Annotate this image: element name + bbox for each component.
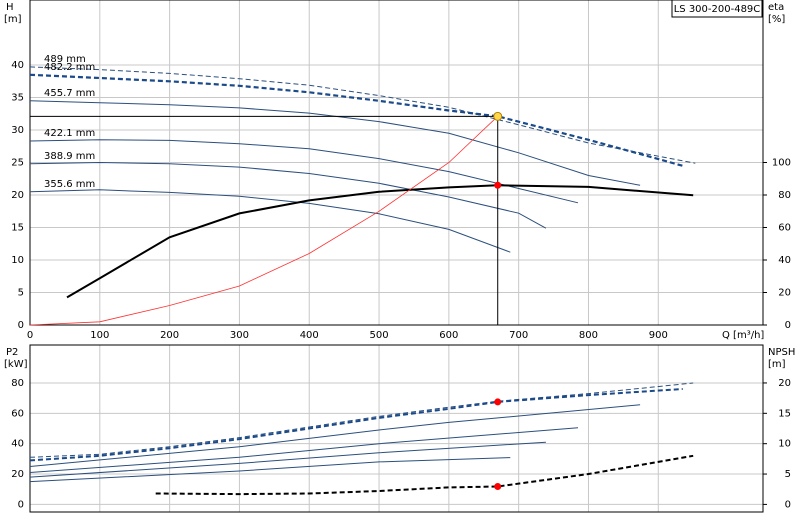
- curve: [29, 441, 546, 478]
- curve: [29, 427, 579, 473]
- title-box: [671, 0, 763, 18]
- y2-tick-label: 5: [785, 469, 791, 480]
- y2-tick-label: 0: [785, 320, 791, 331]
- curve: [155, 454, 694, 496]
- curve: [29, 388, 683, 462]
- x-tick-label: 100: [90, 330, 109, 341]
- y-tick-label: 0: [18, 320, 24, 331]
- curve: [29, 189, 511, 253]
- y2-tick-label: 10: [778, 439, 791, 450]
- op-eta: [494, 181, 502, 189]
- op-point: [493, 111, 503, 121]
- y-tick-label: 40: [11, 439, 24, 450]
- y2-tick-label: 20: [778, 288, 791, 299]
- y2-tick-label: 15: [778, 408, 791, 419]
- y-tick-label: 60: [11, 408, 24, 419]
- curve: [29, 404, 641, 467]
- x-tick-label: 600: [439, 330, 458, 341]
- x-tick-label: 900: [649, 330, 668, 341]
- plot-frame: [29, 0, 764, 326]
- x-tick-label: 800: [579, 330, 598, 341]
- curve-label: 482.2 mm: [44, 62, 95, 73]
- curve-label: 489 mm: [44, 54, 86, 65]
- y2-axis-label: eta: [768, 2, 784, 13]
- x-tick-label: 700: [509, 330, 528, 341]
- x-axis-label: Q [m³/h]: [722, 330, 764, 341]
- curve: [29, 73, 683, 167]
- plot-frame: [29, 344, 764, 513]
- y-tick-label: 25: [11, 158, 24, 169]
- curve-label: 422.1 mm: [44, 128, 95, 139]
- y2-axis-unit: [%]: [768, 14, 785, 25]
- y-tick-label: 0: [18, 499, 24, 510]
- y-tick-label: 80: [11, 378, 24, 389]
- curve-label: 388.9 mm: [44, 151, 95, 162]
- y-axis-unit: [m]: [4, 14, 22, 25]
- y-tick-label: 35: [11, 93, 24, 104]
- chart-title: LS 300-200-489C: [674, 4, 761, 15]
- x-tick-label: 200: [160, 330, 179, 341]
- op-npsh: [494, 482, 502, 490]
- y2-tick-label: 80: [778, 190, 791, 201]
- curve: [29, 66, 696, 164]
- y2-tick-label: 100: [772, 158, 791, 169]
- y-tick-label: 5: [18, 288, 24, 299]
- y-axis-label: P2: [6, 347, 18, 358]
- x-tick-label: 400: [300, 330, 319, 341]
- y-axis-unit: [kW]: [4, 359, 28, 370]
- curve: [29, 382, 694, 458]
- x-tick-label: 0: [27, 330, 33, 341]
- y2-tick-label: 20: [778, 378, 791, 389]
- curve: [29, 100, 641, 186]
- curve: [66, 184, 694, 299]
- x-tick-label: 300: [230, 330, 249, 341]
- curve: [29, 116, 498, 326]
- y2-tick-label: 60: [778, 223, 791, 234]
- y2-axis-unit: [m]: [768, 359, 786, 370]
- curve-label: 355.6 mm: [44, 179, 95, 190]
- x-tick-label: 500: [370, 330, 389, 341]
- curve-label: 455.7 mm: [44, 88, 95, 99]
- y-tick-label: 20: [11, 190, 24, 201]
- y-tick-label: 30: [11, 125, 24, 136]
- y-tick-label: 15: [11, 223, 24, 234]
- curve: [29, 457, 511, 483]
- y-axis-label: H: [6, 2, 14, 13]
- y2-tick-label: 40: [778, 255, 791, 266]
- y-tick-label: 10: [11, 255, 24, 266]
- curve: [29, 161, 547, 229]
- y-tick-label: 20: [11, 469, 24, 480]
- y-tick-label: 40: [11, 60, 24, 71]
- op-p2: [494, 398, 502, 406]
- y2-axis-label: NPSH: [768, 347, 795, 358]
- y2-tick-label: 0: [785, 499, 791, 510]
